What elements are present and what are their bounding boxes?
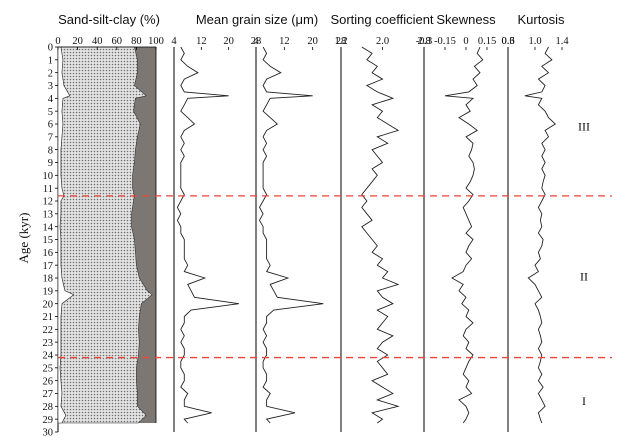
y-tick-label: 22 xyxy=(43,325,54,336)
x-tick-label: -0.15 xyxy=(434,36,456,47)
data-line xyxy=(524,46,557,424)
x-tick-label: 1.2 xyxy=(334,36,347,47)
x-tick-label: 1.4 xyxy=(555,36,569,47)
zone-label: II xyxy=(580,270,588,284)
panel-title: Mean grain size (μm) xyxy=(196,12,318,27)
panel-title: Sorting coefficient xyxy=(330,12,433,27)
y-axis-label: Age (kyr) xyxy=(16,213,31,264)
y-tick-label: 18 xyxy=(43,274,54,285)
x-tick-label: 12 xyxy=(279,36,290,47)
x-tick-label: 1.0 xyxy=(528,36,541,47)
x-tick-label: 4 xyxy=(171,36,177,47)
x-tick-label: 40 xyxy=(92,36,103,47)
zone-label: III xyxy=(578,120,590,134)
x-tick-label: 2.8 xyxy=(417,36,430,47)
panel-sand-silt-clay: 0 20 40 60 80 100 Sand-silt-clay (%) xyxy=(55,12,164,424)
x-tick-label: 0.3 xyxy=(501,36,514,47)
y-axis: 0123456789101112131415161718192021222324… xyxy=(43,43,59,439)
y-tick-label: 0 xyxy=(48,43,53,54)
x-tick-label: 20 xyxy=(72,36,83,47)
x-tick-label: 20 xyxy=(307,36,318,47)
boundary-lines xyxy=(58,195,612,359)
zone-label: I xyxy=(582,394,586,408)
y-tick-label: 9 xyxy=(48,158,53,169)
x-tick-label: 2.0 xyxy=(376,36,389,47)
y-tick-label: 11 xyxy=(43,184,53,195)
data-line xyxy=(258,46,324,424)
x-tick-label: 28 xyxy=(336,36,347,47)
y-tick-label: 10 xyxy=(43,171,54,182)
y-tick-label: 28 xyxy=(43,402,54,413)
y-tick-label: 13 xyxy=(43,209,54,220)
data-line xyxy=(444,46,484,424)
y-tick-label: 24 xyxy=(43,351,54,362)
panel-title: Skewness xyxy=(436,12,496,27)
x-tick-label: 0 xyxy=(55,36,60,47)
y-tick-label: 23 xyxy=(43,338,54,349)
y-tick-label: 30 xyxy=(43,428,54,439)
y-tick-label: 12 xyxy=(43,197,54,208)
x-tick-label: 80 xyxy=(131,36,142,47)
x-tick-label: 0.6 xyxy=(501,36,514,47)
y-tick-label: 8 xyxy=(48,145,53,156)
y-tick-label: 29 xyxy=(43,415,54,426)
panel-title: Kurtosis xyxy=(518,12,565,27)
y-tick-label: 19 xyxy=(43,286,54,297)
y-tick-label: 5 xyxy=(48,107,53,118)
y-tick-label: 26 xyxy=(43,376,54,387)
y-tick-label: 6 xyxy=(48,120,53,131)
y-tick-label: 3 xyxy=(48,81,53,92)
x-tick-label: 4 xyxy=(253,36,259,47)
panel-kurtosis: 0.6 1.0 1.4 Kurtosis xyxy=(501,12,569,432)
panel-title: Sand-silt-clay (%) xyxy=(58,12,160,27)
y-tick-label: 14 xyxy=(43,222,54,233)
x-tick-label: 0.15 xyxy=(478,36,496,47)
y-tick-label: 7 xyxy=(48,132,53,143)
x-tick-label: -0.3 xyxy=(416,36,433,47)
y-tick-label: 1 xyxy=(48,55,53,66)
panel-skewness: -0.3 -0.15 0 0.15 0.3 Skewness xyxy=(416,12,515,432)
x-tick-label: 60 xyxy=(112,36,123,47)
y-tick-label: 4 xyxy=(48,94,54,105)
y-tick-label: 21 xyxy=(43,312,54,323)
x-tick-label: 100 xyxy=(148,36,164,47)
sand-area xyxy=(57,46,75,424)
x-tick-label: 20 xyxy=(223,36,234,47)
x-tick-label: 28 xyxy=(251,36,262,47)
y-tick-label: 20 xyxy=(43,299,54,310)
y-tick-label: 27 xyxy=(43,389,54,400)
y-tick-label: 16 xyxy=(43,248,54,259)
x-tick-label: 12 xyxy=(196,36,207,47)
y-tick-label: 15 xyxy=(43,235,54,246)
data-line xyxy=(176,46,239,424)
y-tick-label: 2 xyxy=(48,68,53,79)
y-tick-label: 25 xyxy=(43,363,54,374)
y-tick-label: 17 xyxy=(43,261,54,272)
data-line xyxy=(361,46,400,424)
panel-sorting-coefficient: 1.2 2.0 2.8 Sorting coefficient xyxy=(330,12,434,432)
x-tick-label: 0 xyxy=(463,36,468,47)
